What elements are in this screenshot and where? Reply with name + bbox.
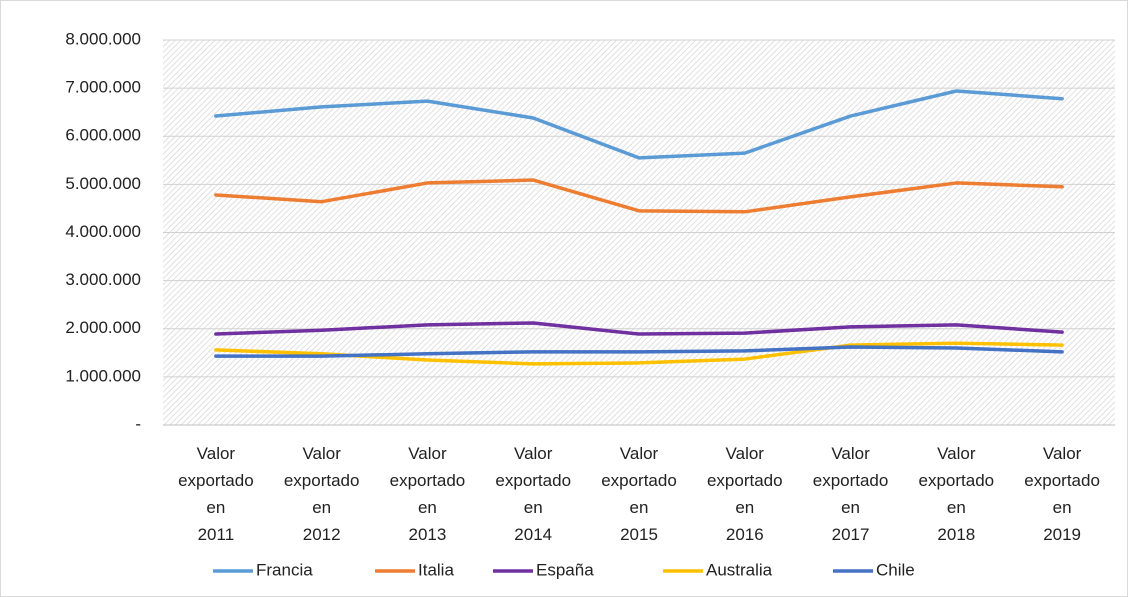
legend-label: Chile [876, 560, 915, 579]
series-line [214, 345, 1064, 358]
legend-label: Australia [706, 560, 773, 579]
x-tick-label: Valor exportado en 2011 [178, 444, 254, 544]
legend-label: Francia [256, 560, 313, 579]
series-line [214, 89, 1064, 160]
y-tick-label: 2.000.000 [65, 318, 141, 337]
x-tick-label: Valor exportado en 2016 [707, 444, 783, 544]
y-tick-label: 1.000.000 [65, 366, 141, 385]
x-tick-label: Valor exportado en 2017 [813, 444, 889, 544]
x-tick-label: Valor exportado en 2015 [601, 444, 677, 544]
x-tick-label: Valor exportado en 2019 [1024, 444, 1100, 544]
x-tick-label: Valor exportado en 2013 [390, 444, 466, 544]
y-tick-label: - [135, 414, 141, 433]
legend-label: España [536, 560, 594, 579]
y-tick-label: 7.000.000 [65, 78, 141, 97]
x-tick-label: Valor exportado en 2012 [284, 444, 360, 544]
y-tick-label: 6.000.000 [65, 126, 141, 145]
series-line [214, 321, 1064, 336]
x-tick-label: Valor exportado en 2018 [919, 444, 995, 544]
y-tick-label: 8.000.000 [65, 29, 141, 48]
y-tick-label: 4.000.000 [65, 222, 141, 241]
series-line [214, 178, 1064, 214]
legend-label: Italia [418, 560, 454, 579]
y-tick-label: 5.000.000 [65, 174, 141, 193]
x-tick-label: Valor exportado en 2014 [495, 444, 571, 544]
y-tick-label: 3.000.000 [65, 270, 141, 289]
